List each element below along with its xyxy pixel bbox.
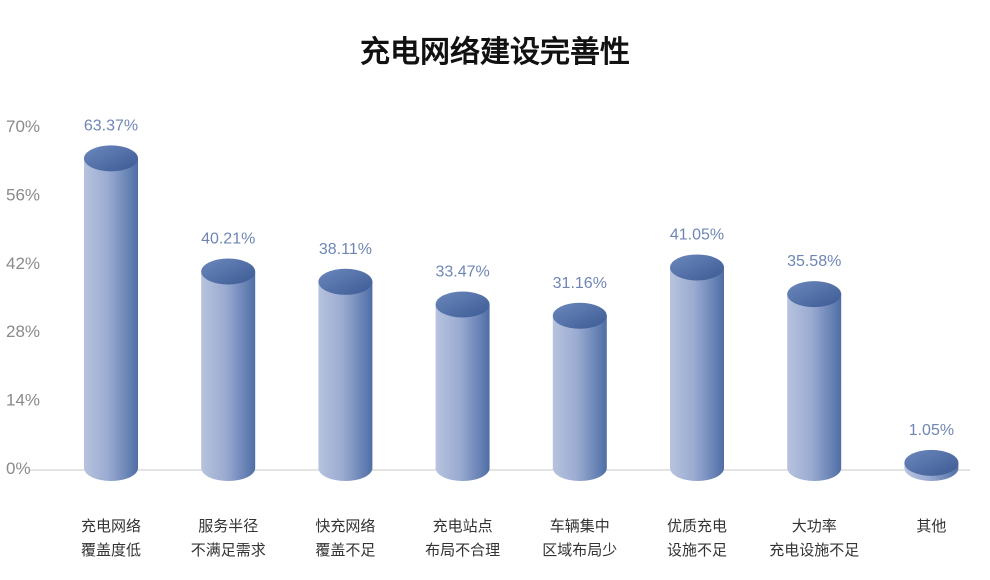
bar-top <box>201 258 256 285</box>
y-tick-label: 42% <box>6 254 40 273</box>
bar-top <box>552 302 607 329</box>
bar-body <box>201 271 256 481</box>
x-category-label: 充电网络 <box>81 517 141 535</box>
y-tick-label: 0% <box>6 459 31 478</box>
bar-body <box>318 281 373 481</box>
x-category-label: 车辆集中 <box>550 517 610 535</box>
x-category-label: 服务半径 <box>198 517 258 535</box>
bar-body <box>84 158 138 482</box>
bar <box>552 302 607 481</box>
bar-top <box>435 291 490 318</box>
bar <box>787 281 842 481</box>
x-category-label: 布局不合理 <box>425 541 500 559</box>
x-category-label: 大功率 <box>792 517 837 535</box>
bar-body <box>552 315 607 481</box>
bar-top <box>787 281 842 308</box>
x-category-label: 覆盖不足 <box>315 541 375 559</box>
bar-top <box>318 268 373 295</box>
bars: 63.37% 40.21% 38.11% 33.47% 31.16% 41.05% 35.5… <box>84 117 959 482</box>
bar-top <box>904 449 959 476</box>
x-category-label: 区域布局少 <box>542 541 617 559</box>
bar-body <box>670 267 724 481</box>
bar <box>201 258 256 481</box>
x-category-label: 优质充电 <box>667 517 727 535</box>
bar-top <box>84 145 138 172</box>
x-category-label: 其他 <box>916 517 946 535</box>
bar-value-label: 40.21% <box>201 231 255 248</box>
x-category-label: 设施不足 <box>667 541 727 559</box>
bar-value-label: 41.05% <box>670 226 724 243</box>
bar-value-label: 33.47% <box>435 263 489 280</box>
bar-value-label: 31.16% <box>553 275 607 292</box>
y-tick-label: 14% <box>6 391 40 410</box>
bar-value-label: 38.11% <box>319 241 372 258</box>
bar <box>84 145 138 482</box>
bar <box>904 449 959 481</box>
y-tick-label: 56% <box>6 185 40 204</box>
x-category-label: 快充网络 <box>315 517 375 535</box>
bar-body <box>435 304 490 481</box>
x-category-label: 覆盖度低 <box>81 541 141 559</box>
x-category-label: 充电设施不足 <box>769 541 859 559</box>
bar-top <box>670 254 724 281</box>
bar-body <box>787 294 842 481</box>
bar-value-label: 35.58% <box>787 253 841 270</box>
bar-value-label: 1.05% <box>909 422 954 439</box>
y-axis: 0% 14% 28% 42% 56% 70% <box>6 117 40 478</box>
x-category-label: 不满足需求 <box>191 541 266 559</box>
y-tick-label: 28% <box>6 322 40 341</box>
bar <box>670 254 724 481</box>
chart-title: 充电网络建设完善性 <box>360 35 630 70</box>
y-tick-label: 70% <box>6 117 40 136</box>
bar-value-label: 63.37% <box>84 117 138 134</box>
x-category-label: 充电站点 <box>433 517 493 535</box>
bar <box>435 291 490 481</box>
bar <box>318 268 373 481</box>
